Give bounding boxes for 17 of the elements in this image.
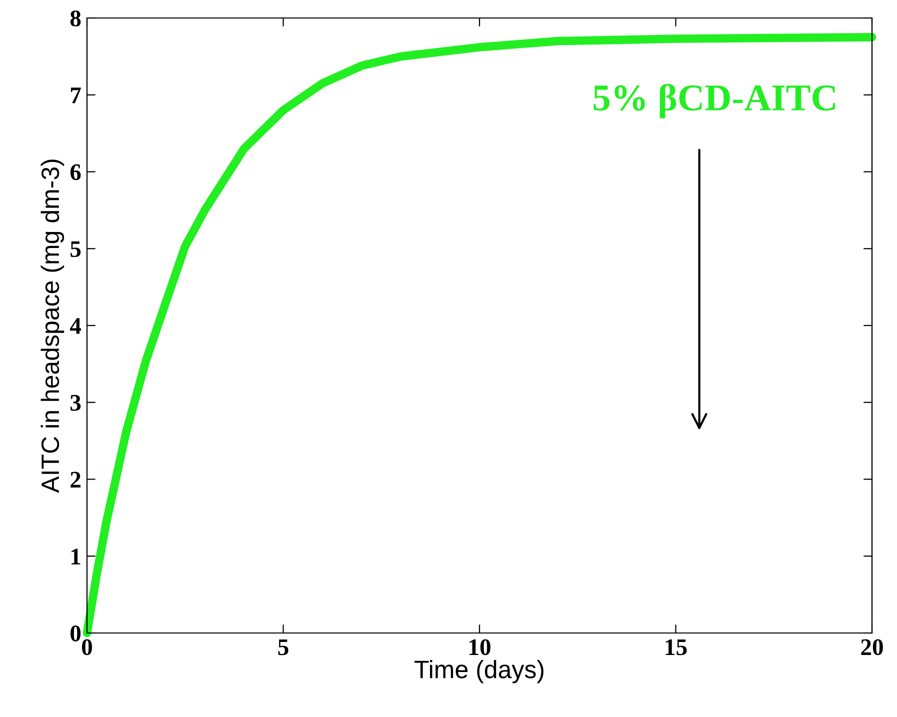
x-tick-label: 15 (666, 639, 687, 656)
x-tick-label: 20 (861, 639, 883, 656)
y-tick-label: 6 (70, 164, 81, 180)
y-tick-label: 0 (70, 625, 81, 642)
y-tick-label: 4 (70, 318, 82, 334)
y-tick-label: 3 (70, 394, 81, 411)
x-tick-label: 5 (278, 639, 288, 656)
y-tick-label: 7 (70, 88, 81, 104)
y-tick-label: 1 (72, 548, 80, 564)
annotation: 5% βCD-AITC (594, 84, 836, 118)
x-axis-title: Time (days) (414, 660, 544, 684)
y-tick-label: 5 (70, 241, 81, 258)
x-tick-label: 0 (82, 639, 92, 656)
y-tick-label: 8 (70, 10, 81, 26)
y-axis-title: AITC in headspace (mg dm-3) (40, 160, 64, 493)
x-tick-label: 10 (470, 639, 490, 656)
y-tick-label: 2 (70, 472, 80, 488)
